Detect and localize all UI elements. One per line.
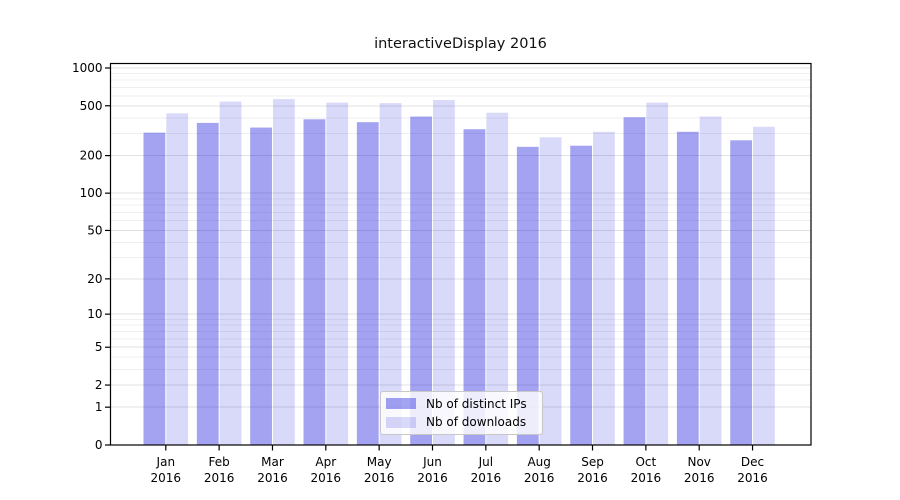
- legend-label-downloads: Nb of downloads: [426, 415, 527, 430]
- x-tick-label-year: 2016: [417, 471, 448, 485]
- plot-border: [109, 62, 812, 446]
- bar-downloads-feb: [219, 101, 242, 445]
- x-tick-label-year: 2016: [311, 471, 342, 485]
- x-tick-label-year: 2016: [737, 471, 768, 485]
- x-tick-label-month: Jan: [156, 455, 176, 469]
- bar-downloads-dec: [753, 126, 775, 446]
- bar-downloads-sep: [593, 131, 615, 445]
- legend-swatch-distinct-ips: [386, 398, 416, 410]
- y-tick-label: 2: [95, 378, 103, 392]
- y-tick-label: 50: [87, 223, 102, 237]
- bar-distinct-ips-may: [356, 122, 379, 445]
- chart-title: interactiveDisplay 2016: [374, 36, 547, 52]
- x-tick-label-month: May: [367, 455, 392, 469]
- bar-downloads-jan: [166, 113, 189, 446]
- bar-downloads-jun: [433, 100, 455, 445]
- x-tick-label-month: Jul: [478, 455, 493, 469]
- gridlines: [110, 67, 811, 408]
- y-tick-label: 1000: [72, 61, 103, 75]
- x-tick-label-month: Dec: [741, 455, 764, 469]
- bar-distinct-ips-aug: [516, 146, 539, 445]
- x-tick-label-month: Oct: [635, 455, 656, 469]
- bar-downloads-may: [379, 103, 402, 445]
- x-tick-label-month: Feb: [209, 455, 230, 469]
- x-tick-label-year: 2016: [684, 471, 715, 485]
- x-tick-label-year: 2016: [524, 471, 555, 485]
- bar-distinct-ips-jan: [143, 132, 166, 445]
- x-axis: Jan 2016 Feb 2016 Mar 2016 Apr 2016 May 2016 Jun 20…: [151, 445, 768, 485]
- bar-distinct-ips-jul: [463, 129, 486, 445]
- x-tick-label-month: Aug: [527, 455, 550, 469]
- legend: Nb of distinct IPs Nb of downloads: [380, 391, 543, 435]
- legend-item-downloads: Nb of downloads: [386, 414, 537, 430]
- x-tick-label-year: 2016: [257, 471, 288, 485]
- x-tick-label-month: Mar: [261, 455, 284, 469]
- legend-item-distinct-ips: Nb of distinct IPs: [386, 396, 537, 412]
- x-tick-label-year: 2016: [471, 471, 502, 485]
- bar-downloads-nov: [699, 116, 722, 446]
- bar-distinct-ips-nov: [676, 131, 699, 445]
- bar-distinct-ips-feb: [196, 122, 219, 445]
- bar-distinct-ips-mar: [250, 127, 272, 446]
- bar-downloads-jul: [486, 112, 509, 445]
- legend-label-distinct-ips: Nb of distinct IPs: [426, 396, 527, 411]
- y-tick-label: 100: [80, 186, 103, 200]
- y-tick-label: 500: [80, 99, 103, 113]
- x-tick-label-year: 2016: [151, 471, 182, 485]
- bar-downloads-mar: [272, 99, 295, 445]
- bar-downloads-oct: [646, 102, 669, 446]
- y-tick-label: 10: [87, 307, 102, 321]
- x-tick-label-month: Apr: [315, 455, 336, 469]
- y-tick-label: 1: [95, 400, 103, 414]
- x-tick-label-year: 2016: [631, 471, 662, 485]
- bar-distinct-ips-dec: [730, 140, 753, 445]
- y-tick-label: 0: [95, 438, 103, 452]
- bar-distinct-ips-jun: [410, 116, 432, 446]
- bar-distinct-ips-oct: [623, 117, 646, 445]
- bar-distinct-ips-apr: [303, 119, 326, 445]
- x-tick-label-year: 2016: [364, 471, 395, 485]
- legend-swatch-downloads: [386, 416, 416, 428]
- x-tick-label-month: Sep: [581, 455, 604, 469]
- x-tick-label-year: 2016: [577, 471, 608, 485]
- x-tick-label-month: Nov: [687, 455, 710, 469]
- y-tick-label: 200: [80, 149, 103, 163]
- y-tick-label: 5: [95, 340, 103, 354]
- bar-downloads-aug: [539, 137, 562, 445]
- x-tick-label-month: Jun: [422, 455, 442, 469]
- x-tick-label-year: 2016: [204, 471, 235, 485]
- bar-distinct-ips-sep: [570, 145, 593, 445]
- y-tick-label: 20: [87, 272, 102, 286]
- bars: [143, 99, 775, 446]
- bar-downloads-apr: [326, 102, 349, 446]
